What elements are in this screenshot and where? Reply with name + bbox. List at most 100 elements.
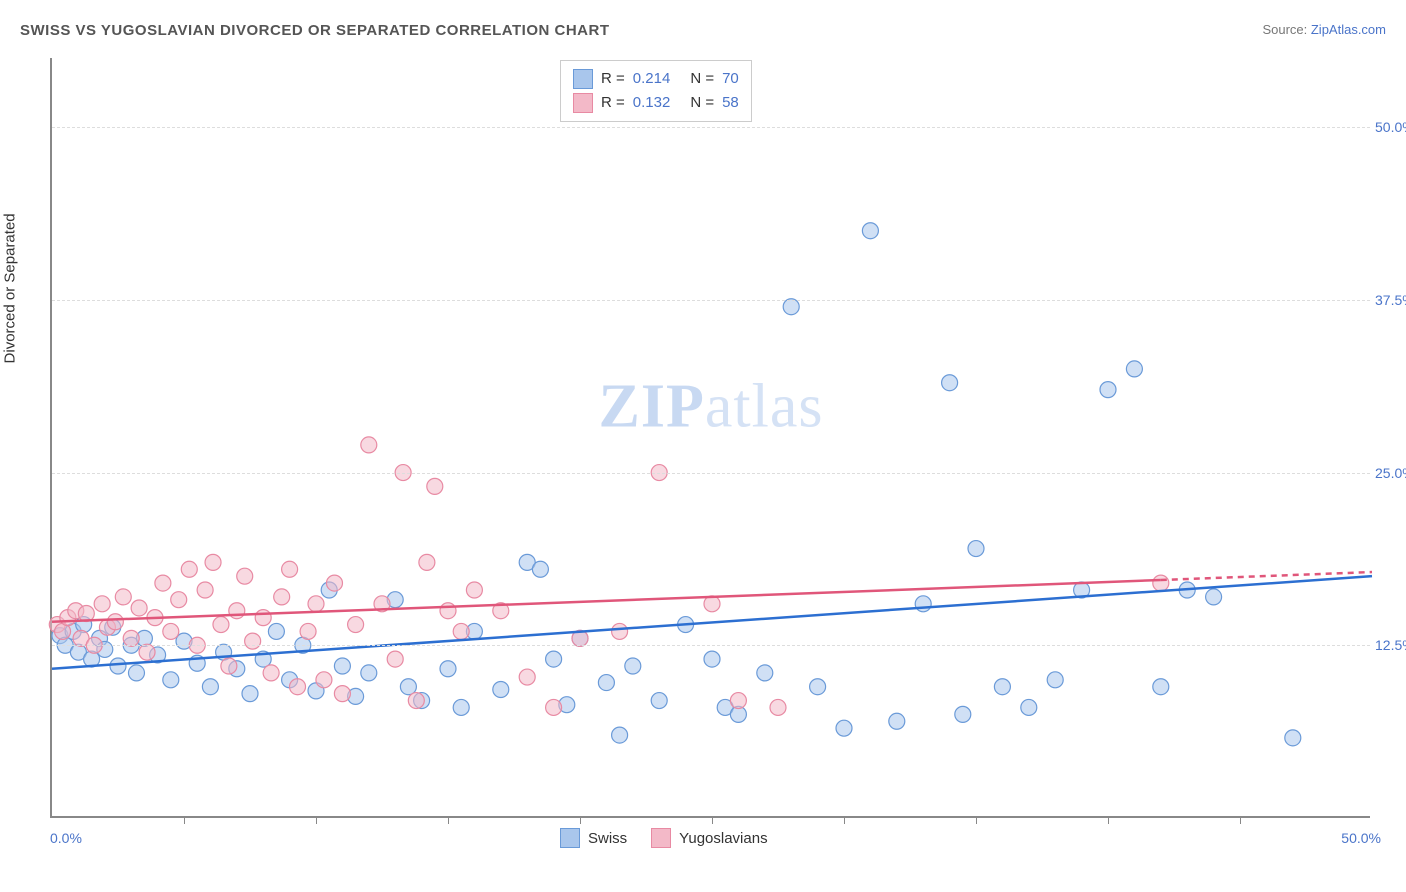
data-point — [612, 623, 628, 639]
data-point — [163, 672, 179, 688]
data-point — [612, 727, 628, 743]
data-point — [229, 603, 245, 619]
data-point — [519, 669, 535, 685]
data-point — [205, 554, 221, 570]
data-point — [255, 610, 271, 626]
data-point — [361, 665, 377, 681]
chart-title: SWISS VS YUGOSLAVIAN DIVORCED OR SEPARAT… — [20, 22, 609, 39]
data-point — [242, 686, 258, 702]
y-tick-label: 12.5% — [1375, 637, 1406, 653]
x-tick — [1240, 816, 1241, 824]
data-point — [181, 561, 197, 577]
data-point — [453, 623, 469, 639]
data-point — [316, 672, 332, 688]
source-link[interactable]: ZipAtlas.com — [1311, 22, 1386, 37]
data-point — [810, 679, 826, 695]
chart-plot-area: ZIPatlas 12.5%25.0%37.5%50.0% — [50, 58, 1370, 818]
data-point — [213, 617, 229, 633]
data-point — [237, 568, 253, 584]
grid-line — [52, 645, 1370, 646]
x-tick — [844, 816, 845, 824]
legend-swatch — [651, 828, 671, 848]
data-point — [308, 596, 324, 612]
data-point — [131, 600, 147, 616]
data-point — [300, 623, 316, 639]
data-point — [466, 582, 482, 598]
data-point — [408, 693, 424, 709]
data-point — [440, 661, 456, 677]
legend-stat-row: R = 0.132N = 58 — [573, 91, 739, 115]
y-tick-label: 50.0% — [1375, 119, 1406, 135]
data-point — [955, 706, 971, 722]
data-point — [889, 713, 905, 729]
legend-n-label: N = — [690, 67, 714, 91]
regression-line — [52, 580, 1161, 622]
data-point — [942, 375, 958, 391]
data-point — [387, 651, 403, 667]
legend-series-label: Swiss — [588, 830, 627, 847]
x-tick — [976, 816, 977, 824]
data-point — [440, 603, 456, 619]
data-point — [453, 699, 469, 715]
data-point — [94, 596, 110, 612]
legend-r-value: 0.132 — [633, 91, 671, 115]
data-point — [419, 554, 435, 570]
data-point — [163, 623, 179, 639]
data-point — [263, 665, 279, 681]
data-point — [128, 665, 144, 681]
data-point — [1153, 679, 1169, 695]
grid-line — [52, 300, 1370, 301]
data-point — [245, 633, 261, 649]
data-point — [334, 658, 350, 674]
x-tick — [316, 816, 317, 824]
legend-series-item: Yugoslavians — [651, 828, 767, 848]
x-tick — [448, 816, 449, 824]
data-point — [532, 561, 548, 577]
data-point — [968, 541, 984, 557]
source-prefix: Source: — [1262, 22, 1310, 37]
legend-r-label: R = — [601, 91, 625, 115]
chart-svg — [52, 58, 1370, 816]
data-point — [783, 299, 799, 315]
data-point — [1021, 699, 1037, 715]
data-point — [994, 679, 1010, 695]
data-point — [704, 651, 720, 667]
legend-series-item: Swiss — [560, 828, 627, 848]
legend-swatch — [573, 93, 593, 113]
legend-r-label: R = — [601, 67, 625, 91]
data-point — [326, 575, 342, 591]
data-point — [274, 589, 290, 605]
data-point — [836, 720, 852, 736]
legend-series-label: Yugoslavians — [679, 830, 767, 847]
data-point — [221, 658, 237, 674]
y-tick-label: 37.5% — [1375, 292, 1406, 308]
data-point — [1153, 575, 1169, 591]
x-tick — [1108, 816, 1109, 824]
data-point — [202, 679, 218, 695]
data-point — [1047, 672, 1063, 688]
data-point — [757, 665, 773, 681]
data-point — [115, 589, 131, 605]
data-point — [1100, 382, 1116, 398]
grid-line — [52, 127, 1370, 128]
data-point — [171, 592, 187, 608]
legend-series: Swiss Yugoslavians — [560, 828, 768, 848]
legend-correlation-box: R = 0.214N = 70R = 0.132N = 58 — [560, 60, 752, 122]
data-point — [862, 223, 878, 239]
data-point — [361, 437, 377, 453]
legend-r-value: 0.214 — [633, 67, 671, 91]
x-axis-min-label: 0.0% — [50, 830, 82, 846]
x-tick — [712, 816, 713, 824]
data-point — [427, 478, 443, 494]
y-axis-title: Divorced or Separated — [2, 213, 19, 363]
data-point — [290, 679, 306, 695]
data-point — [107, 614, 123, 630]
source-attribution: Source: ZipAtlas.com — [1262, 22, 1386, 37]
grid-line — [52, 473, 1370, 474]
data-point — [282, 561, 298, 577]
data-point — [625, 658, 641, 674]
legend-swatch — [560, 828, 580, 848]
data-point — [155, 575, 171, 591]
legend-swatch — [573, 69, 593, 89]
x-tick — [184, 816, 185, 824]
